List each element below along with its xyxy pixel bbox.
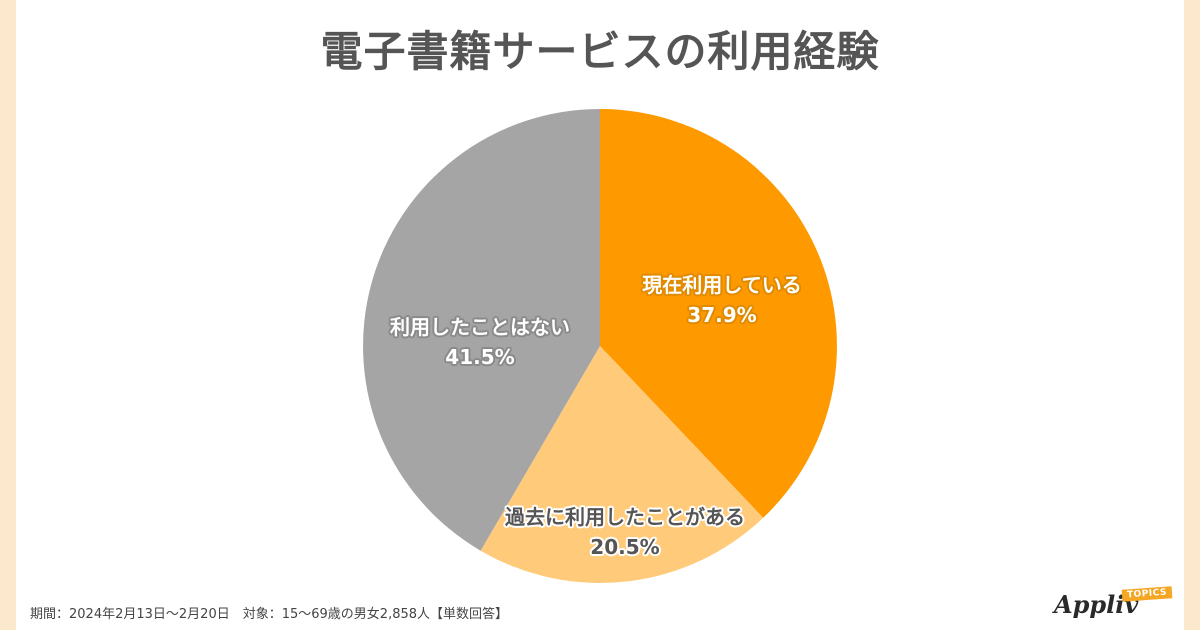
label-current: 現在利用している 37.9% xyxy=(622,270,822,330)
label-never-name: 利用したことはない xyxy=(390,315,570,339)
frame-border-right xyxy=(1184,0,1200,630)
survey-note: 期間：2024年2月13日〜2月20日 対象：15〜69歳の男女2,858人【単… xyxy=(30,607,509,622)
slice-current xyxy=(600,109,837,518)
label-current-name: 現在利用している xyxy=(642,273,802,297)
label-never: 利用したことはない 41.5% xyxy=(375,312,585,372)
label-past-pct: 20.5% xyxy=(590,535,660,559)
logo-badge: TOPICS xyxy=(1121,586,1173,602)
slice-never xyxy=(363,109,600,551)
label-never-pct: 41.5% xyxy=(445,345,515,369)
slice-past xyxy=(480,346,764,583)
chart-title: 電子書籍サービスの利用経験 xyxy=(320,27,880,76)
applivtopics-logo: Appliv TOPICS xyxy=(1054,586,1174,624)
label-past-name: 過去に利用したことがある xyxy=(505,505,745,529)
label-past: 過去に利用したことがある 20.5% xyxy=(490,502,760,562)
label-current-pct: 37.9% xyxy=(687,303,757,327)
frame-border-left xyxy=(0,0,16,630)
